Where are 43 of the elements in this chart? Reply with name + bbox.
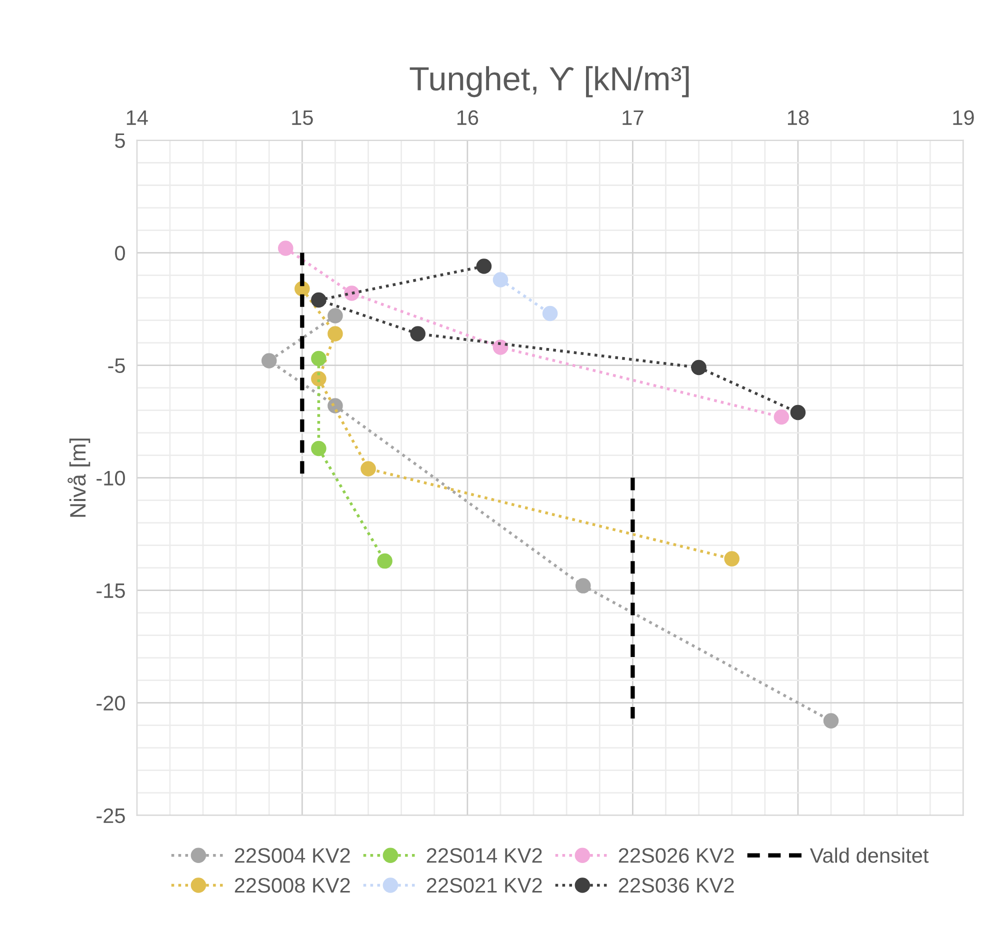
y-tick-label: 0 [115,246,125,261]
legend-label: Vald densitet [810,848,929,863]
point [790,404,806,420]
y-tick-label: -5 [108,358,125,374]
point [328,308,343,324]
y-tick-label: -20 [96,696,125,711]
point [724,551,740,566]
y-tick-label: -10 [96,470,125,486]
point [492,340,508,355]
point [311,292,326,308]
legend-label: 22S008 KV2 [234,878,350,893]
point [311,350,326,366]
point [410,326,426,342]
x-tick-label: 19 [953,110,974,126]
legend-label: 22S021 KV2 [426,878,542,893]
point [360,461,376,476]
x-tick-label: 17 [622,110,644,125]
x-tick-label: 16 [457,110,478,126]
x-tick-label: 18 [788,110,809,126]
point [311,440,326,456]
point [311,371,326,386]
point [278,240,294,256]
point [328,326,343,342]
point [823,713,839,728]
legend-label: 22S004 KV2 [234,848,350,863]
y-tick-label: 5 [115,133,125,148]
y-tick-label: -25 [96,808,125,824]
point [774,409,790,425]
legend-label: 22S014 KV2 [426,848,542,863]
point [691,360,706,376]
point [476,258,492,274]
x-tick-label: 15 [292,110,313,126]
legend-label: 22S036 KV2 [618,878,734,893]
point [377,553,392,569]
point [492,272,508,288]
point [542,306,558,322]
y-tick-label: -15 [96,584,125,598]
point [261,353,277,368]
point [575,578,591,594]
x-tick-label: 14 [126,110,148,125]
legend-label: 22S026 KV2 [618,848,734,863]
y-axis-title: Nivå [m] [68,438,90,517]
x-axis-title: Tunghet, ϒ [kN/m³] [410,66,689,98]
